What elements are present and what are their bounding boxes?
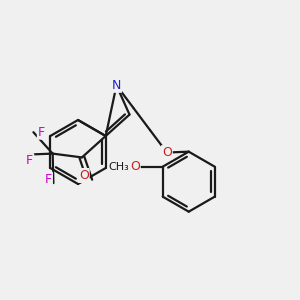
Text: F: F — [38, 126, 45, 139]
Text: O: O — [130, 160, 140, 173]
Text: F: F — [45, 172, 52, 186]
Text: CH₃: CH₃ — [108, 162, 129, 172]
Text: F: F — [26, 154, 33, 167]
Text: O: O — [162, 146, 172, 159]
Text: O: O — [79, 169, 89, 182]
Text: N: N — [112, 79, 121, 92]
